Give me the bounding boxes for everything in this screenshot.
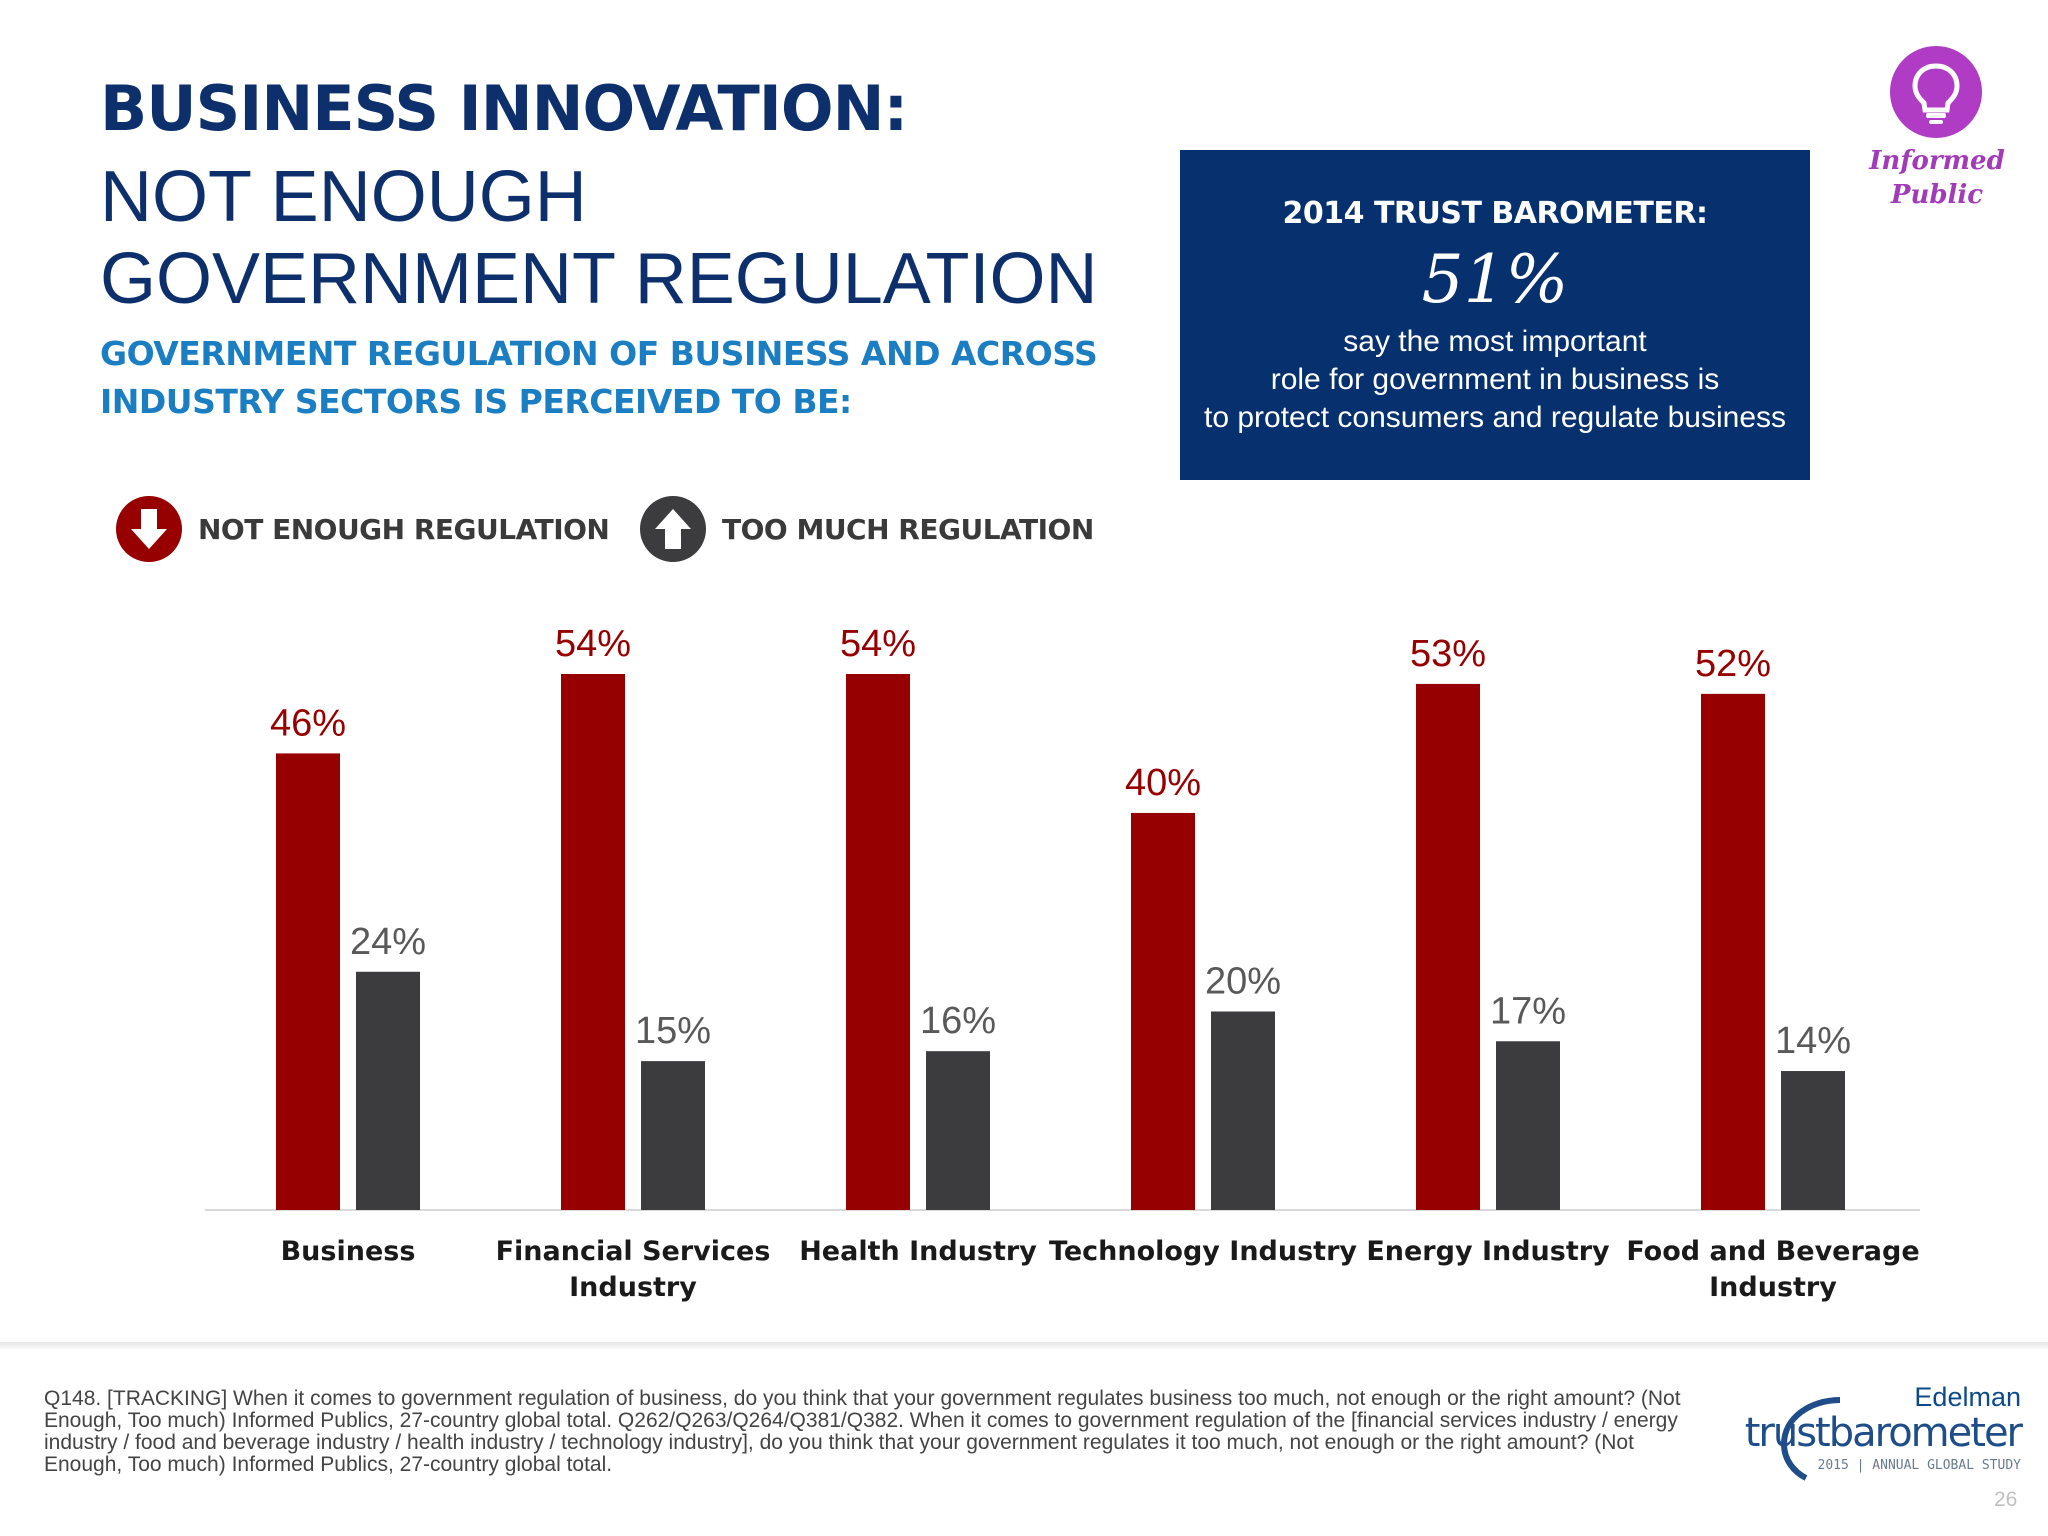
- data-label-not-enough-0: 46%: [270, 702, 346, 744]
- callout-line-1: say the most important: [1343, 325, 1647, 358]
- data-label-too-much-1: 15%: [635, 1010, 711, 1052]
- title-line-2: NOT ENOUGH: [100, 157, 587, 237]
- page-title: BUSINESS INNOVATION: NOT ENOUGH GOVERNME…: [100, 78, 1097, 320]
- legend-too-much: TOO MUCH REGULATION: [640, 494, 1094, 564]
- logo-swoosh-icon: [1780, 1397, 1841, 1481]
- data-label-not-enough-3: 40%: [1125, 762, 1201, 804]
- bar-too-much-5: [1781, 1071, 1845, 1210]
- footer-divider: [0, 1342, 2048, 1350]
- logo-brand: Edelman: [1914, 1382, 2021, 1412]
- bar-not-enough-2: [846, 674, 910, 1210]
- chart-bars: 46% 24% 54% 15% 54% 16% 40% 20% 53% 17% 52% 14%: [270, 623, 1851, 1210]
- title-line-3: GOVERNMENT REGULATION: [100, 239, 1098, 319]
- informed-public-badge: [1890, 46, 1982, 138]
- bar-too-much-0: [356, 971, 420, 1210]
- category-label-1: Financial Services Industry: [496, 1236, 771, 1303]
- legend-not-enough: NOT ENOUGH REGULATION: [116, 494, 610, 564]
- trust-barometer-callout: 2014 TRUST BAROMETER: 51% say the most i…: [1180, 150, 1810, 480]
- page-subtitle: GOVERNMENT REGULATION OF BUSINESS AND AC…: [100, 330, 1100, 426]
- legend-too-much-label: TOO MUCH REGULATION: [722, 512, 1094, 546]
- arrow-up-icon: [640, 496, 706, 562]
- footnote: Q148. [TRACKING] When it comes to govern…: [44, 1387, 1681, 1476]
- callout-line-2: role for government in business is: [1270, 363, 1720, 396]
- informed-public-label: Informed Public: [1850, 144, 2024, 212]
- bar-not-enough-4: [1416, 683, 1480, 1210]
- data-label-not-enough-5: 52%: [1695, 643, 1771, 685]
- category-label-0: Business: [281, 1236, 416, 1267]
- category-label-4: Energy Industry: [1366, 1236, 1610, 1267]
- bar-not-enough-3: [1131, 812, 1195, 1210]
- badge-line-1: Informed: [1869, 146, 2005, 176]
- edelman-logo: Edelman trustbarometer 2015 | ANNUAL GLO…: [1745, 1382, 2025, 1482]
- logo-study: 2015 | ANNUAL GLOBAL STUDY: [1817, 1458, 2022, 1473]
- logo-product: trustbarometer: [1744, 1410, 2023, 1456]
- data-label-too-much-2: 16%: [920, 1000, 996, 1042]
- title-line-1: BUSINESS INNOVATION:: [100, 72, 908, 145]
- category-label-5: Food and Beverage Industry: [1626, 1236, 1919, 1303]
- data-label-not-enough-4: 53%: [1410, 633, 1486, 675]
- bar-not-enough-1: [561, 674, 625, 1210]
- callout-line-3: to protect consumers and regulate busine…: [1204, 401, 1786, 434]
- page-number: 26: [1994, 1488, 2018, 1511]
- regulation-bar-chart: 46% 24% 54% 15% 54% 16% 40% 20% 53% 17% 52% 14% Bus…: [205, 623, 1920, 1303]
- badge-line-2: Public: [1890, 180, 1984, 210]
- category-label-2: Health Industry: [799, 1236, 1037, 1267]
- bar-not-enough-5: [1701, 693, 1765, 1210]
- data-label-not-enough-2: 54%: [840, 623, 916, 665]
- bar-not-enough-0: [276, 753, 340, 1210]
- callout-value: 51%: [1421, 241, 1569, 318]
- subtitle-line-1: GOVERNMENT REGULATION OF BUSINESS AND AC…: [100, 334, 1098, 373]
- callout-heading: 2014 TRUST BAROMETER:: [1282, 196, 1708, 231]
- legend-not-enough-label: NOT ENOUGH REGULATION: [198, 512, 610, 546]
- category-label-3: Technology Industry: [1049, 1236, 1357, 1267]
- data-label-too-much-3: 20%: [1205, 960, 1281, 1002]
- data-label-too-much-4: 17%: [1490, 990, 1566, 1032]
- chart-category-labels: Business Financial Services Industry Health…: [281, 1236, 1920, 1303]
- callout-body: say the most important role for governme…: [1180, 323, 1810, 437]
- bar-too-much-4: [1496, 1041, 1560, 1210]
- bar-too-much-3: [1211, 1011, 1275, 1210]
- data-label-not-enough-1: 54%: [555, 623, 631, 665]
- bar-too-much-1: [641, 1061, 705, 1210]
- data-label-too-much-0: 24%: [350, 921, 426, 963]
- bar-too-much-2: [926, 1051, 990, 1210]
- arrow-down-icon: [116, 496, 182, 562]
- data-label-too-much-5: 14%: [1775, 1020, 1851, 1062]
- subtitle-line-2: INDUSTRY SECTORS IS PERCEIVED TO BE:: [100, 382, 852, 421]
- lightbulb-icon: [1912, 63, 1960, 124]
